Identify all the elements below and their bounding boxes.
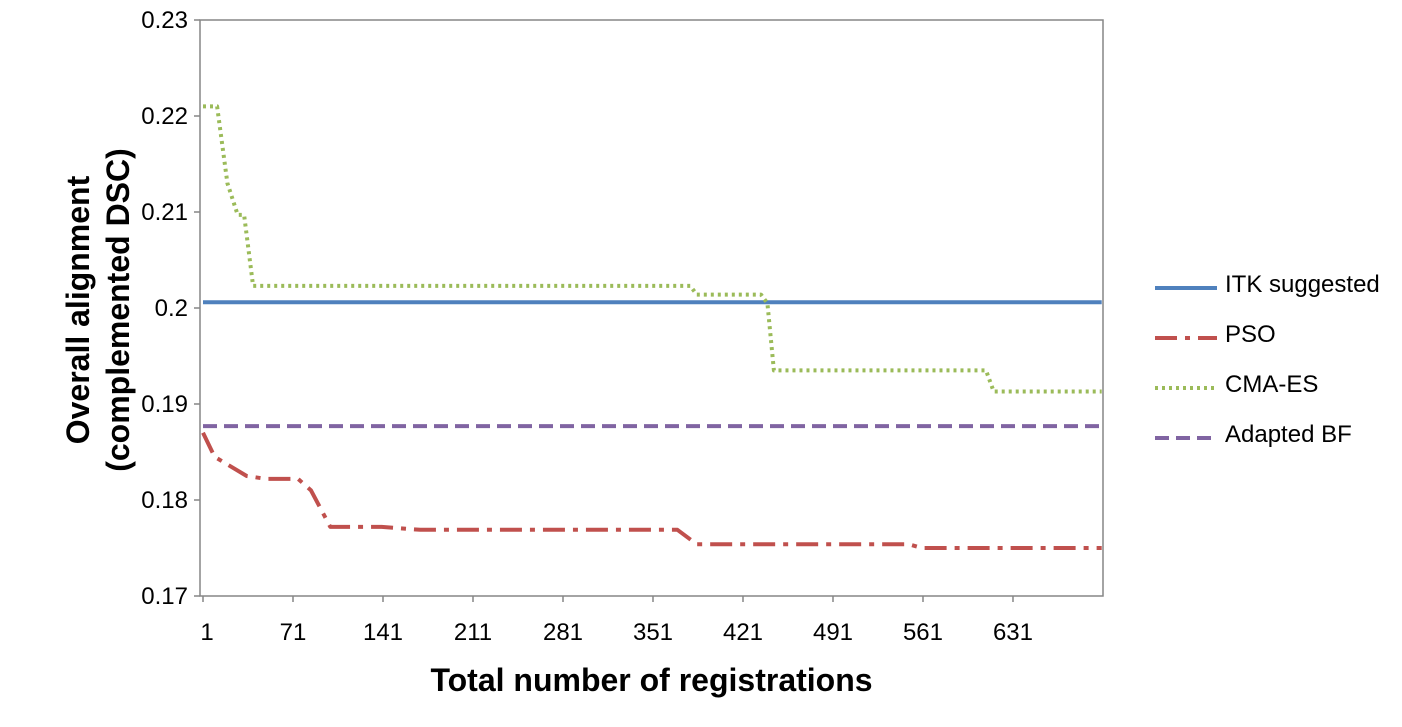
legend-swatch <box>1155 286 1217 290</box>
y-axis: 0.23 0.22 0.21 0.2 0.19 0.18 0.17 <box>141 7 200 610</box>
y-axis-title: Overall alignment (complemented DSC) <box>28 120 168 500</box>
legend-label: PSO <box>1225 321 1276 348</box>
legend-label: Adapted BF <box>1225 421 1352 448</box>
plot-area-frame <box>199 19 1104 597</box>
legend-label: ITK suggested <box>1225 271 1380 298</box>
legend-label: CMA-ES <box>1225 371 1319 398</box>
x-tick-label: 561 <box>903 619 943 646</box>
x-tick-label: 71 <box>280 619 307 646</box>
x-tick-label: 491 <box>813 619 853 646</box>
series-layer <box>201 104 1102 550</box>
x-tick-label: 421 <box>723 619 763 646</box>
y-axis-title-line2: (complemented DSC) <box>100 148 136 472</box>
y-tick-label: 0.23 <box>141 7 188 34</box>
x-tick-label: 351 <box>633 619 673 646</box>
y-tick-label: 0.17 <box>141 583 188 610</box>
legend-swatch <box>1155 386 1217 390</box>
y-tick-label: 0.19 <box>141 391 188 418</box>
legend-swatch <box>1155 436 1217 440</box>
y-tick-label: 0.18 <box>141 487 188 514</box>
y-tick-label: 0.21 <box>141 199 188 226</box>
series-line-pso <box>201 431 1102 550</box>
x-tick-label: 281 <box>543 619 583 646</box>
x-tick-label: 141 <box>363 619 403 646</box>
x-tick-label: 631 <box>993 619 1033 646</box>
x-axis: 1 71 141 211 281 351 421 491 561 631 <box>200 596 1033 646</box>
y-tick-label: 0.2 <box>155 295 188 322</box>
y-axis-title-line1: Overall alignment <box>60 175 96 445</box>
x-axis-title: Total number of registrations <box>430 662 873 698</box>
series-line-cma-es <box>203 104 1102 394</box>
legend-swatch <box>1155 336 1217 340</box>
x-tick-label: 211 <box>454 619 492 646</box>
y-tick-label: 0.22 <box>141 103 188 130</box>
x-tick-label: 1 <box>200 619 213 646</box>
